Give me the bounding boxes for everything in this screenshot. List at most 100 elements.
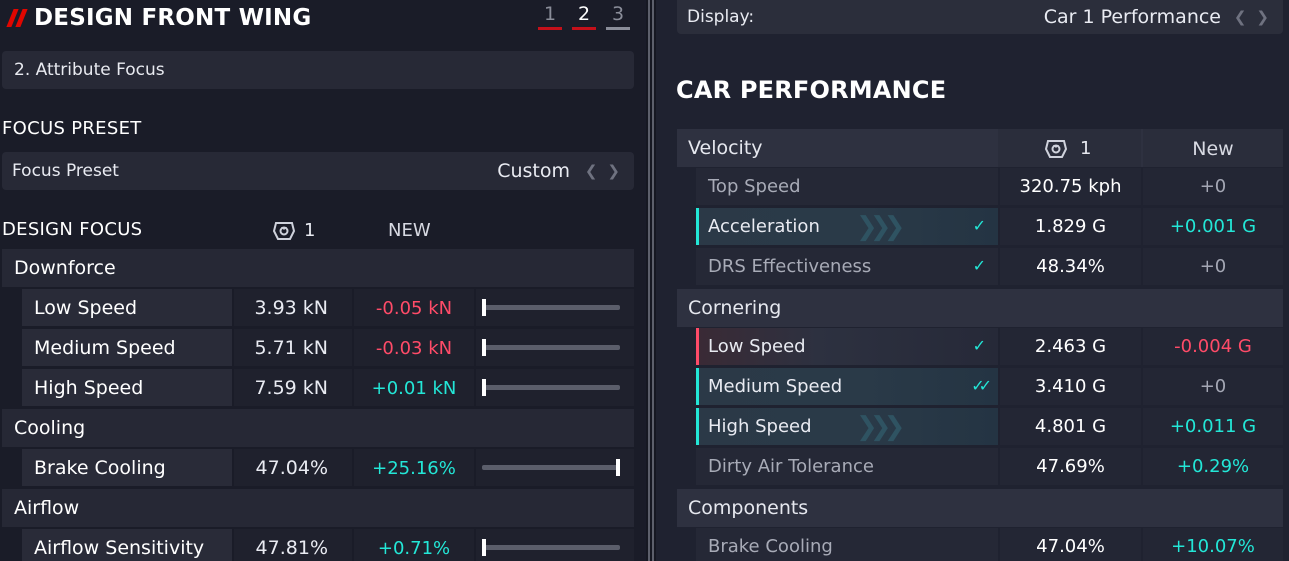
focus-slider[interactable] xyxy=(476,289,634,326)
perf-row: ❯❯❯ Acceleration ✓ 1.829 G +0.001 G xyxy=(696,208,1283,245)
row-label: Airflow Sensitivity xyxy=(34,537,205,559)
group-label: Cornering xyxy=(688,297,782,319)
row-label: DRS Effectiveness xyxy=(708,256,872,277)
focus-slider[interactable] xyxy=(476,329,634,366)
perf-row: Dirty Air Tolerance 47.69% +0.29% xyxy=(696,448,1283,485)
delta-value: +0.011 G xyxy=(1169,416,1257,437)
group-components: Components xyxy=(677,489,1283,527)
design-panel: DESIGN FRONT WING 1 2 3 2. Attribute Foc… xyxy=(0,0,644,561)
perf-row: Medium Speed ✓✓ 3.410 G +0 xyxy=(696,368,1283,405)
slider-handle[interactable] xyxy=(482,299,486,316)
current-value: 47.69% xyxy=(1036,456,1105,477)
col-new: New xyxy=(1192,138,1234,160)
group-label: Cooling xyxy=(14,417,86,439)
chevron-right-icon[interactable]: ❯ xyxy=(607,162,620,180)
group-cooling: Cooling xyxy=(2,409,634,447)
check-icon: ✓ xyxy=(972,216,986,235)
current-value: 7.59 kN xyxy=(254,377,328,399)
slider-handle[interactable] xyxy=(482,379,486,396)
delta-value: +0.71% xyxy=(377,538,451,559)
focus-row[interactable]: Brake Cooling 47.04% +25.16% xyxy=(22,449,634,486)
slider-handle[interactable] xyxy=(482,539,486,556)
group-label: Components xyxy=(688,497,809,519)
group-velocity: Velocity 1 New xyxy=(677,129,1283,167)
group-cornering: Cornering xyxy=(677,289,1283,327)
attribute-focus-label: 2. Attribute Focus xyxy=(14,60,165,80)
row-label: Dirty Air Tolerance xyxy=(708,456,874,477)
col-current: 1 xyxy=(1080,138,1092,159)
delta-value: -0.03 kN xyxy=(375,338,453,359)
current-value: 47.04% xyxy=(1036,536,1105,557)
display-label: Display: xyxy=(687,7,755,27)
focus-preset-heading: FOCUS PRESET xyxy=(2,118,142,139)
display-value: Car 1 Performance xyxy=(1043,6,1221,28)
row-label: High Speed xyxy=(708,416,812,437)
group-downforce: Downforce xyxy=(2,249,634,287)
group-label: Downforce xyxy=(14,257,116,279)
design-focus-col-new: NEW xyxy=(388,220,431,241)
performance-panel: Display: Car 1 Performance ❮ ❯ CAR PERFO… xyxy=(656,0,1289,561)
row-label: Medium Speed xyxy=(34,337,176,359)
design-focus-header: DESIGN FOCUS 1 NEW xyxy=(0,214,644,244)
row-label: Brake Cooling xyxy=(708,536,833,557)
brand-slash-icon xyxy=(6,9,28,27)
focus-preset-label: Focus Preset xyxy=(12,161,119,181)
delta-value: -0.004 G xyxy=(1174,336,1252,357)
chevron-left-icon[interactable]: ❮ xyxy=(584,162,598,180)
perf-row: Top Speed 320.75 kph +0 xyxy=(696,168,1283,205)
slider-handle[interactable] xyxy=(616,459,620,476)
row-label: Acceleration xyxy=(708,216,820,237)
chevron-left-icon[interactable]: ❮ xyxy=(1233,8,1247,26)
group-label: Airflow xyxy=(14,497,80,519)
check-icon: ✓ xyxy=(972,336,986,355)
row-label: Low Speed xyxy=(34,297,138,319)
current-value: 2.463 G xyxy=(1034,336,1107,357)
slider-handle[interactable] xyxy=(482,339,486,356)
delta-value: +0.29% xyxy=(1176,456,1250,477)
current-value: 47.81% xyxy=(255,537,328,559)
focus-row[interactable]: Low Speed 3.93 kN -0.05 kN xyxy=(22,289,634,326)
focus-row[interactable]: Medium Speed 5.71 kN -0.03 kN xyxy=(22,329,634,366)
group-airflow: Airflow xyxy=(2,489,634,527)
group-label: Velocity xyxy=(688,137,763,159)
display-selector[interactable]: Display: Car 1 Performance ❮ ❯ xyxy=(677,0,1283,34)
design-focus-heading: DESIGN FOCUS xyxy=(2,219,143,240)
current-value: 3.410 G xyxy=(1034,376,1107,397)
row-label: Brake Cooling xyxy=(34,457,166,479)
focus-slider[interactable] xyxy=(476,529,634,561)
focus-slider[interactable] xyxy=(476,369,634,406)
step-2[interactable]: 2 xyxy=(572,3,596,30)
display-arrows: ❮ ❯ xyxy=(1234,8,1269,26)
step-1[interactable]: 1 xyxy=(538,3,562,30)
page-title: DESIGN FRONT WING xyxy=(34,5,312,31)
focus-row[interactable]: High Speed 7.59 kN +0.01 kN xyxy=(22,369,634,406)
focus-preset-value: Custom xyxy=(497,160,570,182)
perf-row: ❯❯❯ High Speed 4.801 G +0.011 G xyxy=(696,408,1283,445)
delta-value: +0.01 kN xyxy=(371,378,457,399)
chevron-right-icon[interactable]: ❯ xyxy=(1256,8,1269,26)
delta-value: +0.001 G xyxy=(1169,216,1257,237)
current-value: 1.829 G xyxy=(1034,216,1107,237)
focus-preset-selector[interactable]: Focus Preset Custom ❮ ❯ xyxy=(2,152,634,190)
current-value: 47.04% xyxy=(255,457,328,479)
row-label: Medium Speed xyxy=(708,376,843,397)
check-icon: ✓ xyxy=(972,256,986,275)
double-check-icon: ✓✓ xyxy=(971,376,992,395)
delta-value: +0 xyxy=(1199,256,1227,277)
chevron-right-icon: ❯❯❯ xyxy=(856,212,905,242)
chevron-right-icon: ❯❯❯ xyxy=(856,412,905,442)
row-label: Top Speed xyxy=(708,176,801,197)
perf-row: DRS Effectiveness ✓ 48.34% +0 xyxy=(696,248,1283,285)
perf-row: Low Speed ✓ 2.463 G -0.004 G xyxy=(696,328,1283,365)
current-value: 5.71 kN xyxy=(254,337,328,359)
focus-row[interactable]: Airflow Sensitivity 47.81% +0.71% xyxy=(22,529,634,561)
step-3[interactable]: 3 xyxy=(606,3,630,30)
current-value: 4.801 G xyxy=(1034,416,1107,437)
row-label: High Speed xyxy=(34,377,144,399)
current-value: 320.75 kph xyxy=(1019,176,1122,197)
attribute-focus-box: 2. Attribute Focus xyxy=(2,51,634,89)
delta-value: +0 xyxy=(1199,376,1227,397)
delta-value: -0.05 kN xyxy=(375,298,453,319)
focus-slider[interactable] xyxy=(476,449,634,486)
car-icon xyxy=(1044,137,1068,159)
